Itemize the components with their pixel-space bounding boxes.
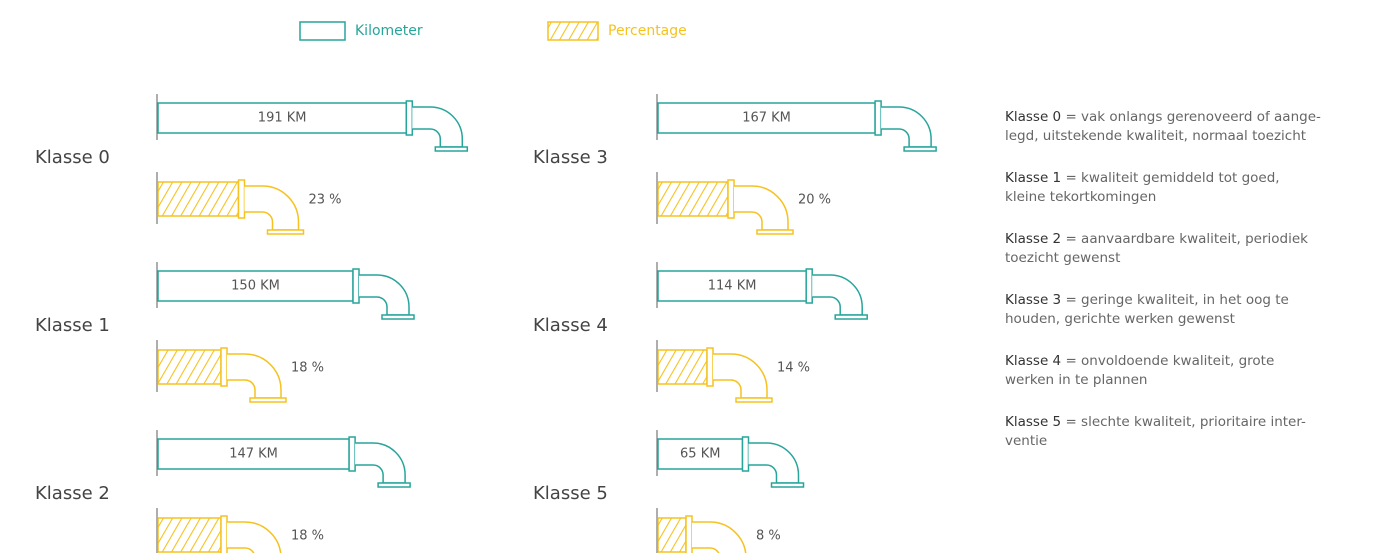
description-label: Klasse 1 [1005,170,1062,186]
pipe-base [903,146,937,152]
percentage-bar [657,349,708,385]
pipe-flange [237,179,246,219]
value-label: 20 % [798,193,831,208]
pipe-flange [220,347,228,387]
value-label: 150 KM [231,279,280,294]
description-text: toezicht gewenst [1005,250,1121,266]
description: Klasse 3 = geringe kwaliteit, in het oog… [1005,291,1375,329]
pipe-elbow [359,274,410,316]
value-label: 23 % [309,193,342,208]
pipe-flange [874,100,882,136]
pipe-base [434,146,469,152]
descriptions: Klasse 0 = vak onlangs gerenoveerd of aa… [1005,108,1375,474]
description: Klasse 1 = kwaliteit gemiddeld tot goed,… [1005,169,1375,207]
value-label: 65 KM [680,447,720,462]
category-label: Klasse 2 [35,483,110,504]
pipe-base [834,314,868,320]
category-label: Klasse 1 [35,315,110,336]
description-label: Klasse 5 [1005,414,1062,430]
pipe-elbow [734,185,789,231]
description-text: legd, uitstekende kwaliteit, normaal toe… [1005,128,1307,144]
description-label: Klasse 4 [1005,353,1062,369]
value-label: 8 % [756,529,781,544]
description-label: Klasse 3 [1005,292,1062,308]
category-label: Klasse 3 [533,147,608,168]
pipe-elbow [881,106,932,148]
value-label: 191 KM [258,111,307,126]
pipe-elbow [227,521,282,553]
km-bar [657,270,807,302]
percentage-bar [657,181,729,217]
description-text: = slechte kwaliteit, prioritaire inter- [1065,414,1306,430]
percentage-bar [157,517,222,553]
description-text: = geringe kwaliteit, in het oog te [1065,292,1289,308]
percentage-bar [157,349,222,385]
km-bar [157,102,408,134]
pipe-base [381,314,415,320]
pipe-flange [706,347,714,387]
legend-swatch [547,21,599,41]
category-label: Klasse 0 [35,147,110,168]
description-text: kleine tekortkomingen [1005,189,1157,205]
value-label: 14 % [777,361,810,376]
value-label: 18 % [291,361,324,376]
description-text: houden, gerichte werken gewenst [1005,311,1235,327]
pipe-flange [685,515,693,553]
value-label: 167 KM [742,111,791,126]
category-label: Klasse 4 [533,315,608,336]
pipe-flange [727,179,735,219]
pipe-elbow [748,442,800,484]
value-label: 18 % [291,529,324,544]
description-label: Klasse 2 [1005,231,1062,247]
pipe-base [266,229,305,235]
percentage-bar [157,181,240,217]
value-label: 147 KM [229,447,278,462]
pipe-elbow [227,353,282,399]
legend-label: Percentage [608,23,687,39]
description-text: = aanvaardbare kwaliteit, periodiek [1065,231,1308,247]
pipe-flange [352,268,360,304]
value-label: 114 KM [708,279,757,294]
pipe-elbow [692,521,747,553]
pipe-elbow [412,106,464,148]
pipe-flange [348,436,356,472]
description: Klasse 0 = vak onlangs gerenoveerd of aa… [1005,108,1375,146]
description-text: werken in te plannen [1005,372,1148,388]
pipe-elbow [355,442,406,484]
description: Klasse 2 = aanvaardbare kwaliteit, perio… [1005,230,1375,268]
pipe-elbow [244,185,300,231]
pipe-base [770,482,805,488]
description-text: = vak onlangs gerenoveerd of aange- [1065,109,1321,125]
pipe-base [756,229,794,235]
pipe-flange [220,515,228,553]
pipe-elbow [713,353,768,399]
km-bar [157,270,354,302]
description-text: ventie [1005,433,1048,449]
pipe-flange [741,436,750,472]
pipe-base [377,482,411,488]
description-text: = onvoldoende kwaliteit, grote [1065,353,1275,369]
pipe-base [735,397,773,403]
legend-label: Kilometer [355,23,423,39]
description: Klasse 4 = onvoldoende kwaliteit, grote w… [1005,352,1375,390]
legend-swatch [299,21,346,41]
description: Klasse 5 = slechte kwaliteit, prioritair… [1005,413,1375,451]
description-label: Klasse 0 [1005,109,1062,125]
category-label: Klasse 5 [533,483,608,504]
description-text: = kwaliteit gemiddeld tot goed, [1065,170,1280,186]
percentage-bar [657,517,687,553]
pipe-flange [405,100,414,136]
pipe-flange [805,268,813,304]
km-bar [657,102,876,134]
pipe-base [249,397,287,403]
pipe-elbow [812,274,863,316]
